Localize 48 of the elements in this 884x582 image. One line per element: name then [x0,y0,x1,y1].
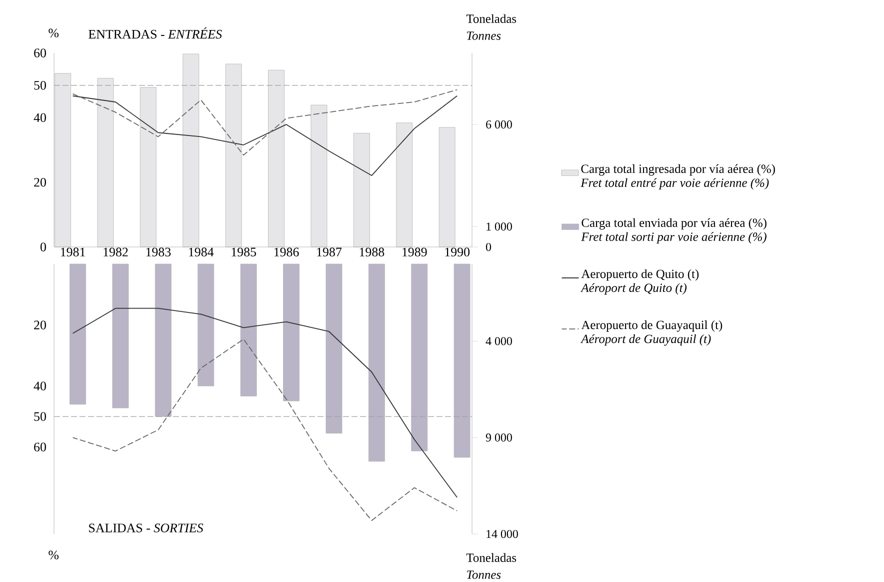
y-axis-title: % [48,28,59,38]
y2-tick-label: 9 000 [486,434,512,442]
y-tick-label: 50 [34,412,46,421]
bar [411,264,428,452]
bar [198,264,214,386]
y2-tick-label: 6 000 [486,120,512,128]
y-tick-label: 60 [34,48,46,58]
x-tick-label: 1982 [104,248,128,256]
y-tick-label: 40 [34,382,46,390]
legend-label: Aeropuerto de Guayaquil (t) Aéroport de Guayaquil (t) [580,320,722,346]
line-series [72,338,458,521]
y-tick-label: 0 [40,242,46,252]
y2-tick-label: 14 000 [486,530,518,538]
line-series [72,95,458,176]
x-tick-label: 1990 [445,248,470,256]
legend-label: Carga total ingresada por vía aérea (%) Fret total entré par voie aérienne (%) [580,164,775,190]
text: ENTRADAS - ENTRÉES [88,27,222,39]
legend-label: Carga total enviada por vía aérea (%) Fret total sorti par voie aérienne (%) [581,218,766,244]
y-tick-label: 20 [34,178,46,187]
x-tick-label: 1983 [146,248,171,256]
x-tick-label: 1987 [317,248,342,256]
legend-label: Aeropuerto de Quito (t) Aéroport de Quito (t) [580,269,699,295]
x-tick-label: 1989 [402,248,427,256]
bar [283,264,300,402]
bar [326,264,342,434]
x-tick-label: 1986 [274,248,299,256]
line-series [72,89,458,156]
y-tick-label: 40 [34,113,46,122]
y-tick-label: 20 [34,320,46,330]
y2-tick-label: 1 000 [486,222,512,231]
y2-tick-label: 0 [486,242,492,252]
bar [112,264,129,408]
y2-tick-label: 4 000 [486,337,512,346]
y-tick-label: 50 [34,80,46,90]
x-tick-label: 1981 [60,248,85,256]
y-tick-label: 60 [34,442,46,452]
x-tick-label: 1984 [189,248,214,256]
y2-axis-title: Toneladas Tonnes [466,14,516,40]
bar [368,264,385,462]
bar [154,264,172,417]
annotation: SALIDAS - SORTIES [89,524,204,532]
bar [70,264,86,405]
x-tick-label: 1988 [360,248,384,256]
line-series [72,308,458,498]
bar [240,264,257,396]
y2-axis-title: Toneladas Tonnes [466,553,516,579]
y-axis-title: % [48,550,59,560]
x-tick-label: 1985 [232,248,256,256]
